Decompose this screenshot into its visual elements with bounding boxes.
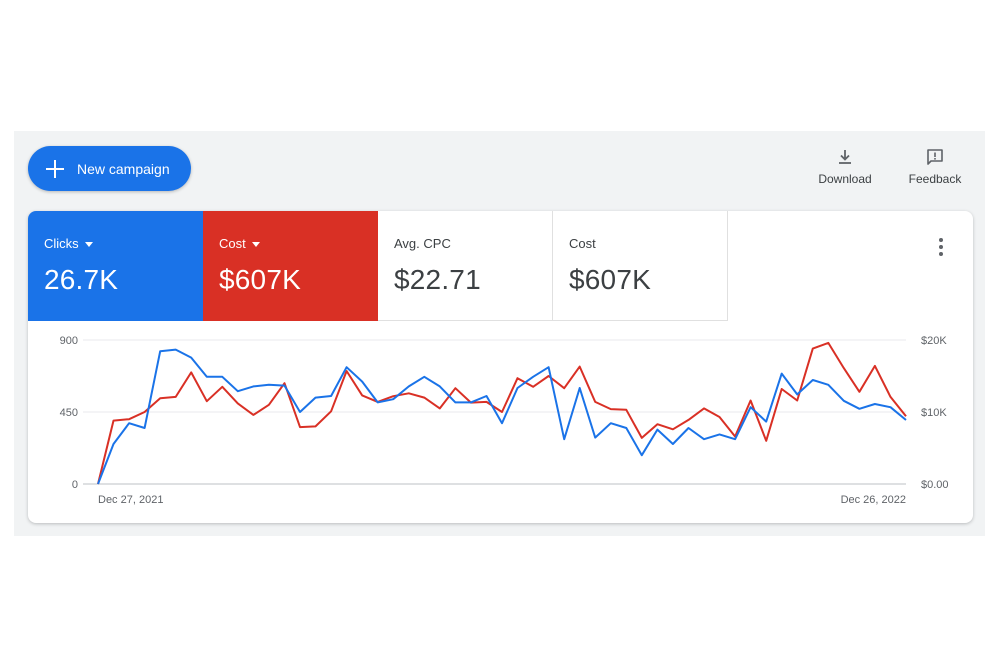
series-line-clicks: [97, 348, 907, 485]
series-line-cost: [97, 341, 907, 485]
y-left-tick-label: 0: [72, 479, 78, 491]
metric-name: Avg. CPC: [394, 236, 451, 251]
y-left-tick-label: 450: [60, 407, 78, 419]
performance-line-chart: 0 $0.00 450 $10K 900 $20K Dec 27, 2021 Dec 26, …: [60, 335, 949, 506]
download-button[interactable]: Download: [810, 148, 880, 186]
y-left-tick-label: 900: [60, 335, 78, 347]
chart-series: [97, 341, 907, 485]
campaign-overview-panel: New campaign Download Feedback Clicks 26…: [14, 131, 985, 536]
feedback-button[interactable]: Feedback: [900, 148, 970, 186]
new-campaign-label: New campaign: [77, 160, 170, 177]
y-right-tick-label: $20K: [921, 335, 947, 347]
dropdown-caret-icon: [84, 241, 93, 247]
download-icon: [839, 150, 851, 164]
metric-name: Cost: [569, 236, 596, 251]
x-tick-label-start: Dec 27, 2021: [98, 494, 163, 506]
download-label: Download: [818, 172, 872, 186]
metric-tile-cost-secondary[interactable]: Cost $607K: [553, 211, 728, 321]
metric-tile-cost[interactable]: Cost $607K: [203, 211, 378, 321]
dropdown-caret-icon: [251, 241, 260, 247]
metric-name: Cost: [219, 236, 246, 251]
metric-value: $607K: [569, 264, 651, 295]
metric-value: 26.7K: [44, 264, 119, 295]
feedback-icon: [927, 149, 943, 165]
metric-tile-avg-cpc[interactable]: Avg. CPC $22.71: [378, 211, 553, 321]
y-right-tick-label: $0.00: [921, 479, 949, 491]
metric-name: Clicks: [44, 236, 79, 251]
plus-icon: [46, 159, 64, 178]
more-vert-icon[interactable]: [928, 235, 952, 259]
y-right-tick-label: $10K: [921, 407, 947, 419]
metric-tile-clicks[interactable]: Clicks 26.7K: [28, 211, 203, 321]
metric-value: $607K: [219, 264, 301, 295]
x-tick-label-end: Dec 26, 2022: [841, 494, 906, 506]
chart-labels: 0 $0.00 450 $10K 900 $20K Dec 27, 2021 Dec 26, …: [60, 335, 949, 506]
metric-value: $22.71: [394, 264, 481, 295]
feedback-label: Feedback: [908, 172, 962, 186]
new-campaign-button[interactable]: New campaign: [28, 146, 191, 191]
performance-card: Clicks 26.7K Cost $607K Avg. CPC $22.71 …: [28, 211, 973, 523]
